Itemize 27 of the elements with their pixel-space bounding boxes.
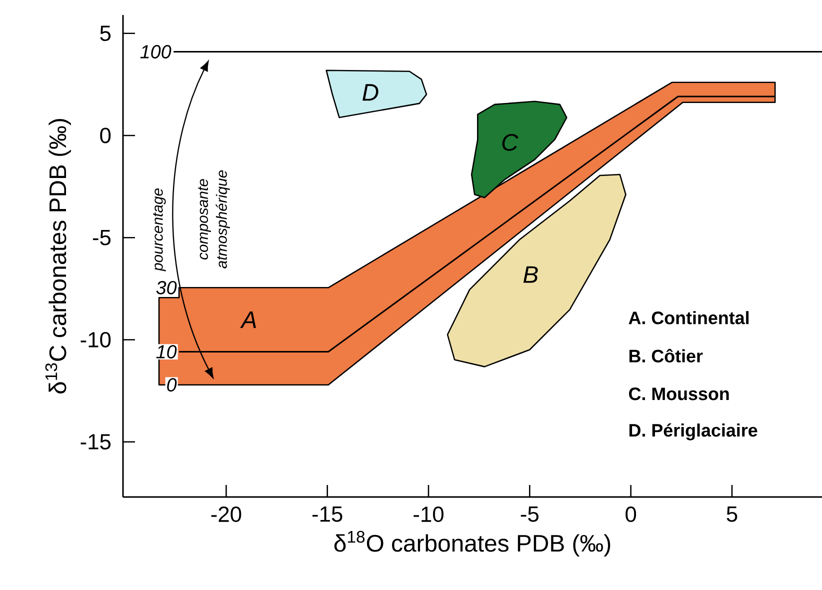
y-tick-label: 5 [100, 26, 111, 42]
annotation: composante atmosphérique [198, 170, 230, 268]
x-axis-title: δ$^{18}$O carbonates PDB (‰) [334, 530, 610, 557]
y-tick-label: -10 [80, 332, 111, 348]
y-axis-title: δ$^{13}$C carbonates PDB (‰) [45, 119, 71, 394]
annotation: B. Côtier [629, 348, 703, 362]
annotation: A [240, 311, 256, 328]
y-tick-label: -5 [92, 230, 111, 246]
annotation: C. Mousson [629, 388, 729, 400]
x-tick-label: -10 [414, 506, 444, 522]
x-tick-label: -5 [520, 506, 538, 522]
annotation: A. Continental [628, 311, 749, 324]
annotation: B [523, 266, 538, 283]
y-tick-label: -15 [80, 434, 111, 450]
x-tick-label: 0 [626, 506, 636, 522]
y-tick-label: 0 [100, 128, 111, 144]
x-tick-label: 5 [726, 506, 738, 522]
annotation: C [502, 134, 518, 151]
annotation: 10 [156, 345, 177, 358]
annotation: pourcentage [153, 188, 166, 272]
x-tick-label: -15 [312, 506, 342, 522]
annotation: D. Périglaciaire [629, 423, 758, 440]
annotation: D [362, 84, 378, 101]
annotation: 100 [140, 45, 172, 58]
x-tick-label: -20 [211, 506, 242, 522]
annotation: 30 [156, 280, 177, 294]
annotation: 0 [167, 378, 177, 392]
